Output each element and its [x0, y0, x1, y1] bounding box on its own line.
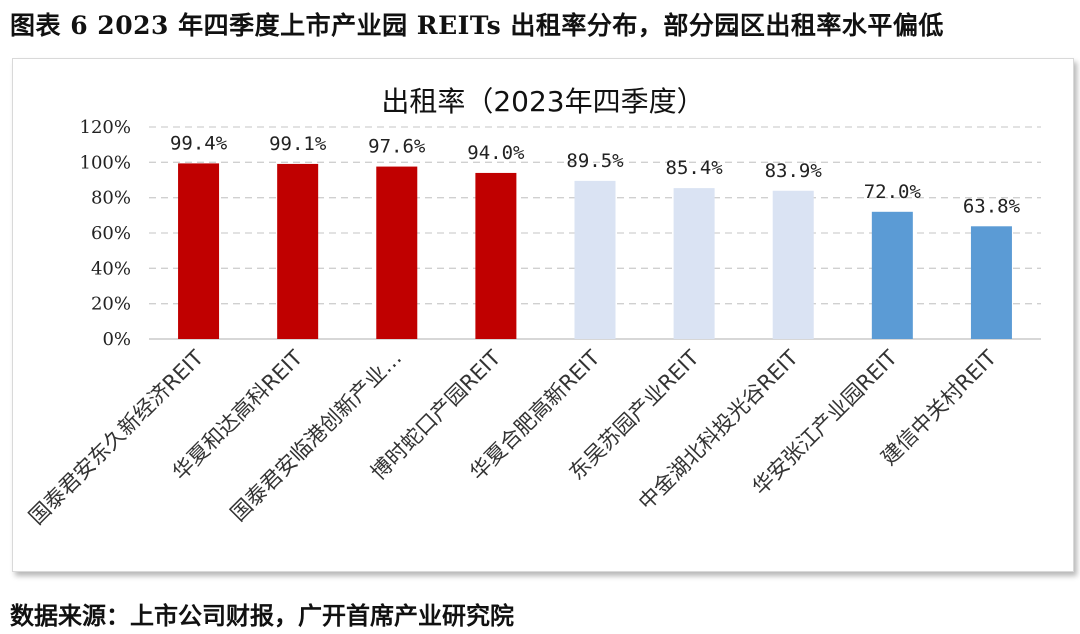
data-label: 89.5%: [566, 150, 624, 172]
data-label: 72.0%: [864, 181, 922, 203]
chart-panel: 出租率（2023年四季度） 0% 20% 40% 60% 80% 100% 120% 99.…: [12, 58, 1074, 572]
bar: [277, 163, 319, 339]
data-label: 83.9%: [765, 160, 823, 182]
y-tick-label: 100%: [80, 152, 131, 173]
bar: [673, 188, 715, 339]
y-tick-label: 20%: [91, 294, 131, 315]
y-axis-ticks: 0% 20% 40% 60% 80% 100% 120%: [80, 117, 131, 350]
bar: [475, 172, 517, 339]
data-label: 94.0%: [467, 142, 525, 164]
category-labels: 国泰君安东久新经济REIT华夏和达高科REIT国泰君安临港创新产业…博时蛇口产园…: [24, 345, 1001, 529]
data-labels: 99.4% 99.1% 97.6% 94.0% 89.5% 85.4% 83.9% 72.0%…: [170, 132, 1021, 217]
category-label: 国泰君安临港创新产业…: [226, 346, 406, 526]
bar: [970, 226, 1012, 339]
data-label: 85.4%: [666, 157, 724, 179]
bar: [871, 211, 913, 339]
y-tick-label: 60%: [91, 223, 131, 244]
data-label: 63.8%: [963, 195, 1021, 217]
source-note: 数据来源：上市公司财报，广开首席产业研究院: [10, 601, 514, 630]
data-label: 99.1%: [269, 133, 327, 155]
data-label: 99.4%: [170, 132, 228, 154]
y-tick-label: 80%: [91, 188, 131, 209]
occupancy-bar-chart: 出租率（2023年四季度） 0% 20% 40% 60% 80% 100% 120% 99.…: [24, 85, 1041, 529]
bars: [178, 163, 1012, 339]
bar: [376, 166, 418, 339]
category-label: 国泰君安东久新经济REIT: [24, 345, 208, 529]
category-label: 中金湖北科投光谷REIT: [634, 345, 803, 514]
chart-title: 出租率（2023年四季度）: [381, 85, 704, 118]
bar: [178, 163, 220, 339]
data-label: 97.6%: [368, 136, 426, 158]
bar: [574, 180, 616, 339]
y-tick-label: 120%: [80, 117, 131, 138]
figure-caption: 图表 6 2023 年四季度上市产业园 REITs 出租率分布，部分园区出租率水…: [10, 11, 944, 40]
y-tick-label: 0%: [102, 329, 131, 350]
bar: [772, 190, 814, 339]
y-tick-label: 40%: [91, 258, 131, 279]
